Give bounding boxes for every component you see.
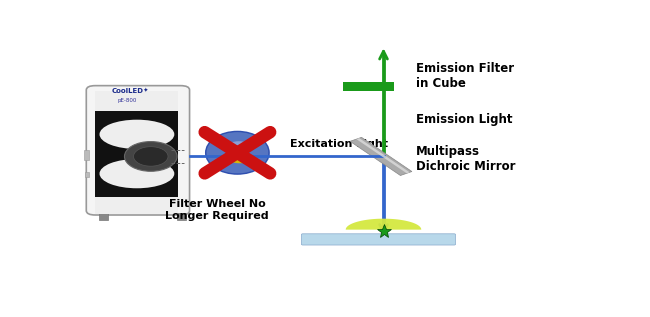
- Bar: [84, 150, 89, 160]
- Text: Filter Wheel No
Longer Required: Filter Wheel No Longer Required: [166, 199, 269, 221]
- Text: pE-800: pE-800: [118, 98, 137, 103]
- Bar: [177, 213, 186, 220]
- Bar: [343, 82, 393, 92]
- Text: CoolLED: CoolLED: [112, 87, 144, 94]
- Bar: [99, 213, 108, 220]
- Bar: [84, 172, 89, 177]
- Text: Emission Filter
in Cube: Emission Filter in Cube: [416, 62, 514, 90]
- FancyBboxPatch shape: [302, 234, 456, 245]
- Bar: [96, 197, 179, 214]
- Ellipse shape: [227, 153, 253, 163]
- Polygon shape: [350, 137, 412, 176]
- Text: Emission Light: Emission Light: [416, 113, 513, 126]
- FancyBboxPatch shape: [96, 111, 179, 197]
- Ellipse shape: [205, 132, 269, 174]
- FancyBboxPatch shape: [86, 86, 190, 215]
- Text: Excitation Light: Excitation Light: [291, 139, 388, 149]
- Ellipse shape: [133, 147, 168, 166]
- Text: ✦: ✦: [140, 88, 148, 93]
- Ellipse shape: [227, 141, 250, 151]
- Text: Multipass
Dichroic Mirror: Multipass Dichroic Mirror: [416, 145, 515, 173]
- Ellipse shape: [101, 171, 172, 193]
- Bar: [96, 91, 179, 111]
- Ellipse shape: [99, 159, 174, 188]
- Ellipse shape: [99, 120, 174, 149]
- Polygon shape: [356, 138, 410, 173]
- Polygon shape: [346, 219, 421, 230]
- Ellipse shape: [124, 142, 177, 171]
- Ellipse shape: [101, 115, 172, 137]
